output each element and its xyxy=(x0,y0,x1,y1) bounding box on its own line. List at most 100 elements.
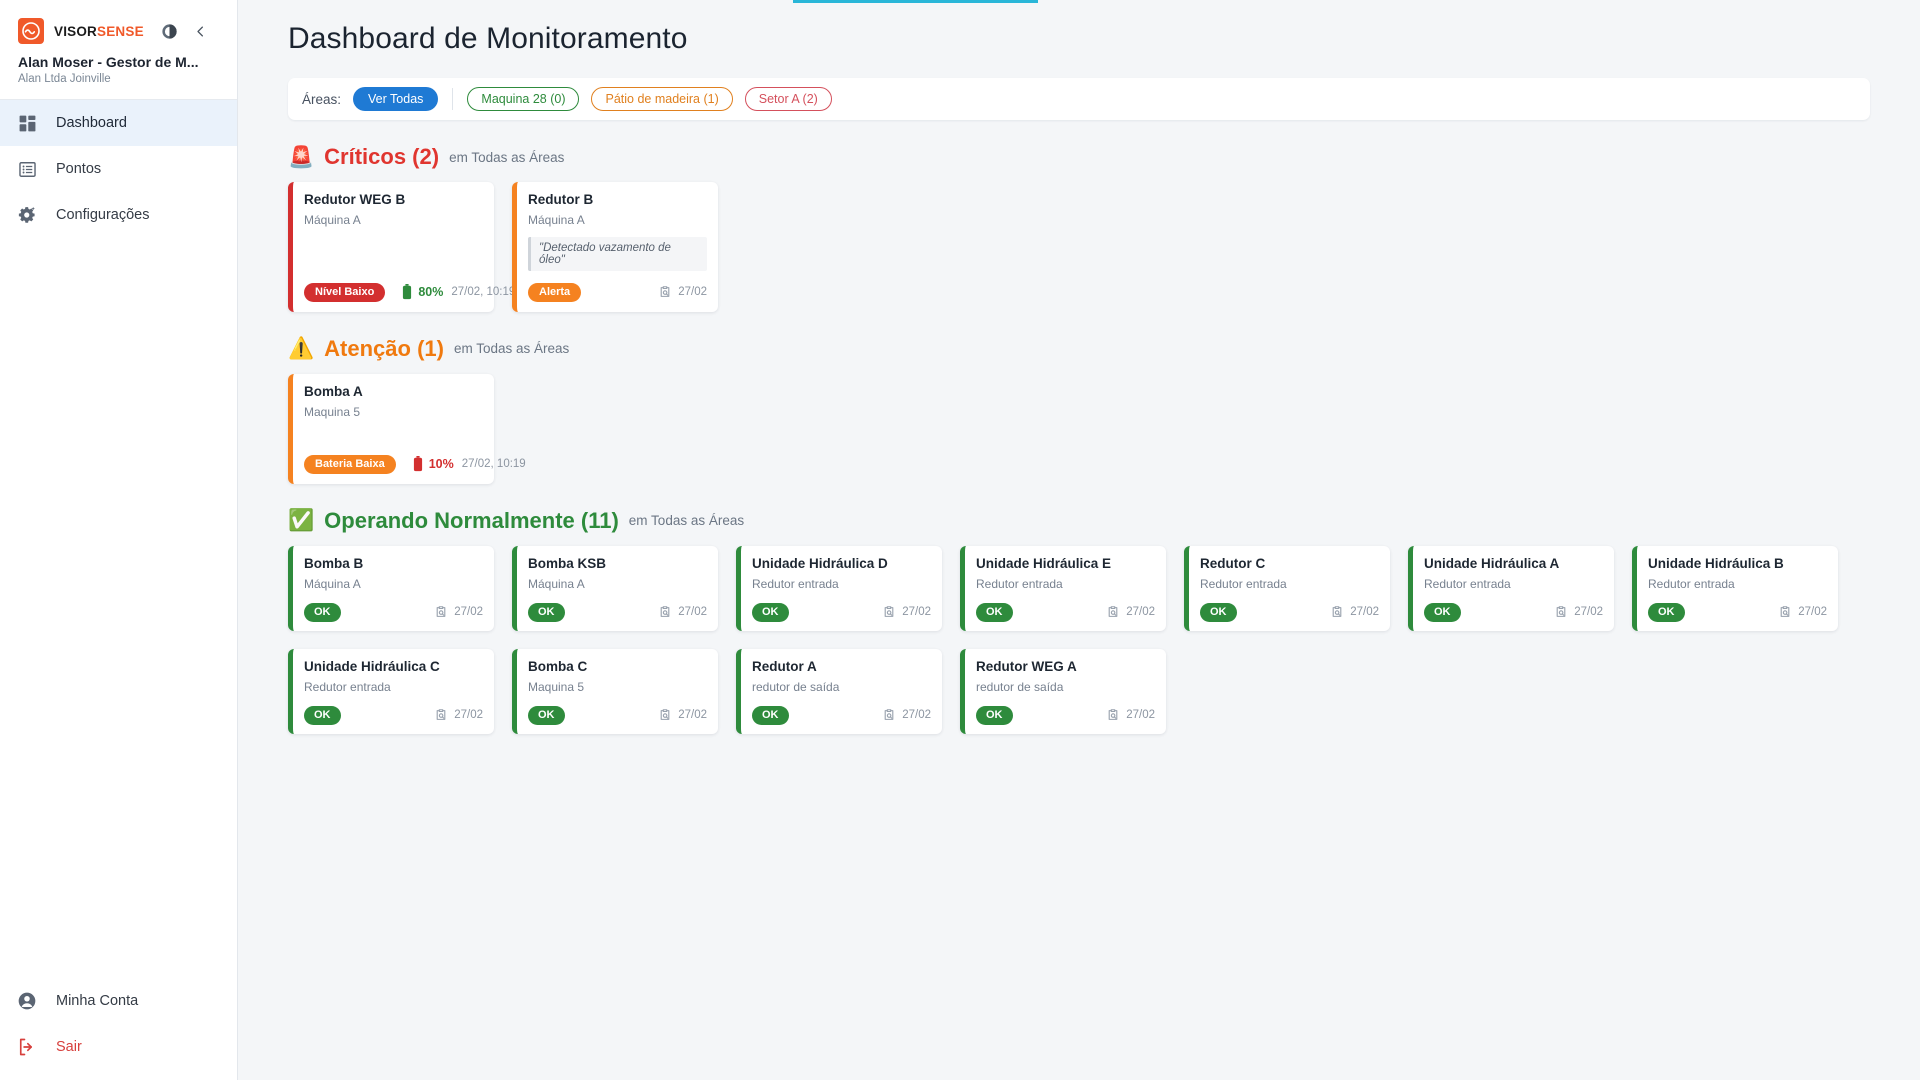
timestamp: 27/02 xyxy=(678,709,707,722)
asset-card-footer: OK 27/02 xyxy=(528,694,707,725)
status-badge: OK xyxy=(528,705,565,725)
timestamp: 27/02 xyxy=(902,709,931,722)
status-badge: OK xyxy=(976,602,1013,622)
card-grid: Redutor WEG B Máquina A Nível Baixo 80% 27/0… xyxy=(288,182,1920,312)
asset-card-location: Redutor entrada xyxy=(752,576,839,591)
status-badge: OK xyxy=(976,705,1013,725)
asset-card[interactable]: Unidade Hidráulica E Redutor entrada OK 27/… xyxy=(960,545,1166,631)
user-block: Alan Moser - Gestor de M... Alan Ltda Jo… xyxy=(0,44,237,99)
asset-card[interactable]: Unidade Hidráulica D Redutor entrada OK 27/… xyxy=(736,545,942,631)
asset-card-location: Redutor entrada xyxy=(1648,576,1735,591)
chevron-left-icon[interactable] xyxy=(193,24,208,39)
asset-card[interactable]: Unidade Hidráulica C Redutor entrada OK 27/… xyxy=(288,648,494,734)
clipboard-search-icon xyxy=(1330,605,1344,619)
asset-card-footer: OK 27/02 xyxy=(304,694,483,725)
area-filter-bar: Áreas: Ver Todas Maquina 28 (0) Pátio de… xyxy=(288,78,1870,120)
asset-card[interactable]: Redutor WEG A redutor de saída OK 27/02 xyxy=(960,648,1166,734)
asset-card[interactable]: Redutor B Máquina A "Detectado vazamento d… xyxy=(512,182,718,312)
asset-card-name: Redutor A xyxy=(752,658,817,674)
warning-triangle-icon: ⚠️ xyxy=(288,337,315,361)
asset-card-footer-right: 27/02 xyxy=(1106,708,1155,722)
timestamp: 27/02 xyxy=(454,709,483,722)
filter-chip-patio-de-madeira[interactable]: Pátio de madeira (1) xyxy=(591,86,733,112)
wave-logo-icon xyxy=(18,18,44,44)
asset-card-location: Máquina A xyxy=(528,576,585,591)
section-header: 🚨 Críticos (2) em Todas as Áreas xyxy=(288,144,1920,170)
asset-card-location: redutor de saída xyxy=(976,679,1064,694)
clipboard-search-icon xyxy=(882,708,896,722)
sidebar-item-configuracoes[interactable]: Configurações xyxy=(0,192,237,238)
status-badge: OK xyxy=(1648,602,1685,622)
battery-metric: 80% xyxy=(401,284,443,300)
sidebar-item-dashboard[interactable]: Dashboard xyxy=(0,100,237,146)
status-badge: OK xyxy=(528,602,565,622)
asset-card[interactable]: Unidade Hidráulica B Redutor entrada OK 27/… xyxy=(1632,545,1838,631)
clipboard-search-icon xyxy=(1106,708,1120,722)
battery-metric: 10% xyxy=(412,456,454,472)
clipboard-search-icon xyxy=(658,605,672,619)
asset-card-footer: OK 27/02 xyxy=(752,694,931,725)
sidebar-item-sair[interactable]: Sair xyxy=(0,1024,237,1070)
asset-card[interactable]: Bomba B Máquina A OK 27/02 xyxy=(288,545,494,631)
asset-card[interactable]: Bomba C Maquina 5 OK 27/02 xyxy=(512,648,718,734)
logout-icon xyxy=(14,1037,40,1057)
asset-card-footer: Alerta 27/02 xyxy=(528,271,707,302)
asset-card-name: Bomba KSB xyxy=(528,555,607,571)
asset-card-footer-right: 27/02 xyxy=(1554,605,1603,619)
sidebar-label-pontos: Pontos xyxy=(56,161,102,177)
clipboard-search-icon xyxy=(658,708,672,722)
section-header: ⚠️ Atenção (1) em Todas as Áreas xyxy=(288,336,1920,362)
asset-card-name: Redutor WEG A xyxy=(976,658,1077,674)
timestamp: 27/02 xyxy=(678,286,707,299)
page-loading-bar xyxy=(793,0,1038,3)
asset-card-location: Redutor entrada xyxy=(1424,576,1511,591)
clipboard-search-icon xyxy=(1106,605,1120,619)
status-badge: Alerta xyxy=(528,282,582,302)
timestamp: 27/02 xyxy=(678,606,707,619)
brand-word-1: VISOR xyxy=(54,23,98,39)
asset-card[interactable]: Unidade Hidráulica A Redutor entrada OK 27/… xyxy=(1408,545,1614,631)
timestamp: 27/02, 10:19 xyxy=(461,458,526,471)
sections-host: 🚨 Críticos (2) em Todas as Áreas Redutor WE… xyxy=(238,144,1920,734)
asset-card-name: Unidade Hidráulica B xyxy=(1648,555,1784,571)
asset-card[interactable]: Bomba KSB Máquina A OK 27/02 xyxy=(512,545,718,631)
asset-card-location: Redutor entrada xyxy=(976,576,1063,591)
asset-card[interactable]: Bomba A Maquina 5 Bateria Baixa 10% 27/02, 1… xyxy=(288,373,526,484)
dark-mode-icon[interactable] xyxy=(160,22,179,41)
asset-card-location: Máquina A xyxy=(528,212,585,227)
asset-card[interactable]: Redutor A redutor de saída OK 27/02 xyxy=(736,648,942,734)
section-title: Operando Normalmente (11) xyxy=(324,507,619,533)
battery-metric-value: 80% xyxy=(418,285,444,300)
asset-card-name: Unidade Hidráulica C xyxy=(304,658,440,674)
clipboard-search-icon xyxy=(658,285,672,299)
asset-card-footer-right: 27/02 xyxy=(1330,605,1379,619)
asset-card-footer-right: 27/02 xyxy=(658,708,707,722)
asset-card[interactable]: Redutor C Redutor entrada OK 27/02 xyxy=(1184,545,1390,631)
asset-card-location: Maquina 5 xyxy=(304,404,361,419)
asset-card-note: "Detectado vazamento de óleo" xyxy=(528,236,707,271)
filter-chip-ver-todas[interactable]: Ver Todas xyxy=(353,86,439,112)
clipboard-search-icon xyxy=(1778,605,1792,619)
asset-card[interactable]: Redutor WEG B Máquina A Nível Baixo 80% 27/0… xyxy=(288,182,515,312)
asset-card-footer-right: 27/02 xyxy=(658,285,707,299)
filter-chip-maquina-28[interactable]: Maquina 28 (0) xyxy=(467,86,580,112)
asset-card-footer-right: 27/02 xyxy=(1778,605,1827,619)
section-0: 🚨 Críticos (2) em Todas as Áreas Redutor WE… xyxy=(288,144,1920,312)
sidebar-item-minha-conta[interactable]: Minha Conta xyxy=(0,978,237,1024)
dashboard-grid-icon xyxy=(14,114,40,133)
asset-card-location: Maquina 5 xyxy=(528,679,585,694)
asset-card-name: Bomba A xyxy=(304,383,363,399)
list-icon xyxy=(14,160,40,179)
filter-chip-setor-a[interactable]: Setor A (2) xyxy=(744,86,832,112)
filter-separator xyxy=(452,88,454,110)
status-badge: OK xyxy=(752,602,789,622)
gear-icon xyxy=(14,205,40,225)
brand-wordmark: VISORSENSE xyxy=(54,24,144,39)
timestamp: 27/02 xyxy=(1574,606,1603,619)
asset-card-name: Unidade Hidráulica E xyxy=(976,555,1112,571)
brand-row: VISORSENSE xyxy=(0,0,237,44)
battery-icon xyxy=(412,456,424,472)
sidebar-item-pontos[interactable]: Pontos xyxy=(0,146,237,192)
status-badge: Nível Baixo xyxy=(304,282,386,302)
asset-card-footer-right: 27/02 xyxy=(434,605,483,619)
